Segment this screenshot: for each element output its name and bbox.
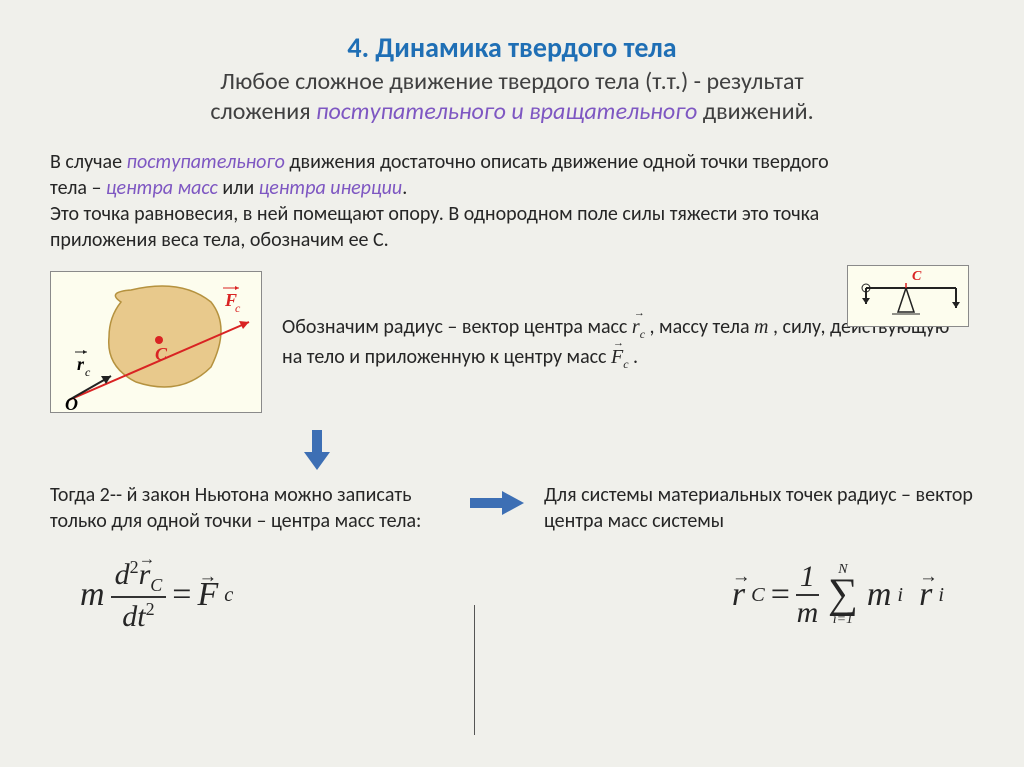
subtitle-post: движений. — [697, 97, 813, 126]
symbol-m: m — [754, 316, 768, 338]
balance-label-c: C — [912, 269, 922, 284]
subtitle-highlight: поступательного и вращательного — [316, 97, 697, 126]
paragraph-1: В случае поступательного движения достат… — [50, 149, 974, 253]
row-middle: O C r c F c Обозначим радиус – вектор це… — [50, 271, 974, 413]
svg-text:r: r — [77, 354, 85, 374]
svg-text:c: c — [85, 365, 91, 379]
fig-label-c: C — [155, 344, 168, 364]
arrow-right-icon — [468, 489, 526, 522]
paragraph-2: Это точка равновесия, в ней помещают опо… — [50, 202, 819, 252]
col-right-text: Для системы материальных точек радиус – … — [544, 483, 974, 534]
formula-center-of-mass: rC = 1 m N ∑ i=1 mi ri — [732, 562, 944, 628]
formula-newton: m d2rC dt2 = Fc — [80, 558, 233, 632]
symbol-rc: →rc — [632, 312, 645, 342]
bottom-row: Тогда 2-- й закон Ньютона можно записать… — [50, 483, 974, 534]
fig-label-o: O — [65, 394, 78, 412]
figure-balance: C — [847, 265, 969, 327]
slide: 4. Динамика твердого тела Любое сложное … — [0, 0, 1024, 767]
col-left-text: Тогда 2-- й закон Ньютона можно записать… — [50, 483, 450, 534]
svg-text:c: c — [235, 301, 241, 315]
subtitle-pre: сложения — [210, 97, 316, 126]
formula-row: m d2rC dt2 = Fc rC = 1 m N ∑ i=1 mi ri — [50, 558, 974, 632]
vertical-divider — [474, 605, 475, 735]
symbol-fc: →Fc — [611, 342, 629, 372]
arrow-down-icon — [300, 428, 974, 477]
slide-title: 4. Динамика твердого тела — [50, 30, 974, 65]
subtitle-line1: Любое сложное движение твердого тела (т.… — [220, 67, 803, 96]
slide-subtitle: Любое сложное движение твердого тела (т.… — [50, 67, 974, 127]
figure-center-of-mass: O C r c F c — [50, 271, 262, 413]
